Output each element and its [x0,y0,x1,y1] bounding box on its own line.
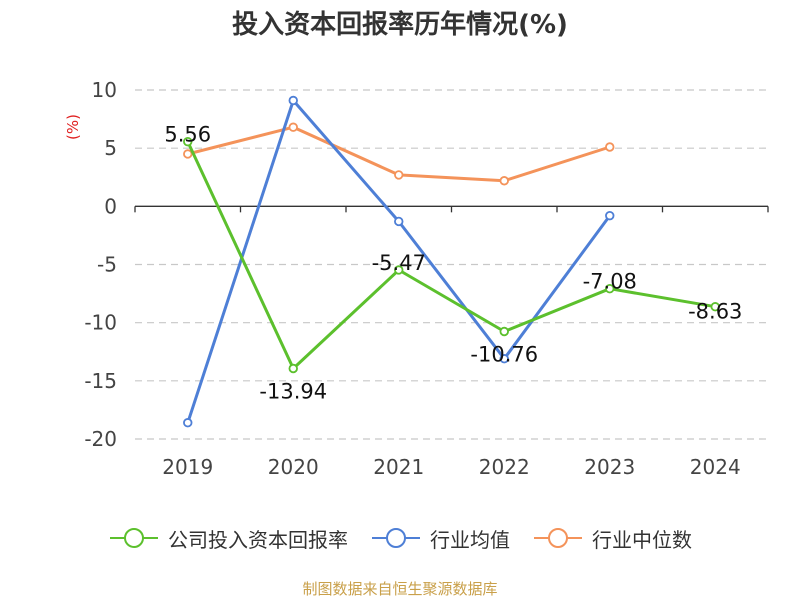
data-point [499,354,509,364]
data-labels: 5.56 -13.94 -5.47 -10.76 -7.08 -8.63 [164,123,742,404]
data-label: -13.94 [259,380,327,404]
data-point [288,95,298,106]
x-tick-label: 2019 [162,455,213,479]
data-point [288,122,298,132]
data-label: -7.08 [583,270,637,294]
grid-lines [135,89,768,440]
data-point [183,136,193,147]
legend-label: 公司投入资本回报率 [168,527,348,552]
x-tick-label: 2023 [584,455,635,479]
legend-item-industry-mean[interactable]: 行业均值 [370,524,510,553]
legend-label: 行业均值 [430,527,510,552]
data-label: -5.47 [372,251,426,275]
data-point [605,142,615,152]
legend-label: 行业中位数 [592,527,692,552]
y-tick-label: 5 [104,136,117,160]
x-tick-label: 2021 [373,455,424,479]
x-tick-label: 2022 [479,455,530,479]
data-point [394,216,404,227]
y-tick-label: -15 [84,369,117,393]
data-point [288,363,298,374]
data-point [605,283,615,294]
data-point [710,302,720,312]
axes: 10 5 0 -5 -10 -15 -20 2019 2020 2021 2022 2023 2024 [84,78,769,479]
chart-title: 投入资本回报率历年情况(%) [232,10,568,40]
data-source: 制图数据来自恒生聚源数据库 [302,580,498,598]
data-point [605,210,615,221]
legend-item-company[interactable]: 公司投入资本回报率 [108,524,348,553]
y-tick-label: 0 [104,194,117,218]
legend-line-marker-icon [372,528,420,548]
data-point [183,149,193,159]
y-tick-label: 10 [92,78,117,102]
y-tick-label: -5 [97,253,117,277]
legend-line-marker-icon [534,528,582,548]
x-tick-label: 2020 [268,455,319,479]
data-point [394,170,404,180]
data-point [499,176,509,186]
series-layer [183,95,720,428]
y-axis-label: (%) [64,114,82,140]
data-label: 5.56 [164,123,211,147]
x-tick-label: 2024 [690,455,741,479]
y-tick-label: -10 [84,311,117,335]
data-point [183,418,193,428]
data-point [394,265,404,275]
data-label: -8.63 [688,300,742,324]
series-line [186,141,716,370]
legend-item-industry-median[interactable]: 行业中位数 [532,524,692,553]
data-point [499,326,509,337]
y-tick-label: -20 [84,427,117,451]
chart-legend: 公司投入资本回报率 行业均值 行业中位数 [0,518,800,558]
legend-line-marker-icon [110,528,158,548]
data-label: -10.76 [470,343,538,367]
